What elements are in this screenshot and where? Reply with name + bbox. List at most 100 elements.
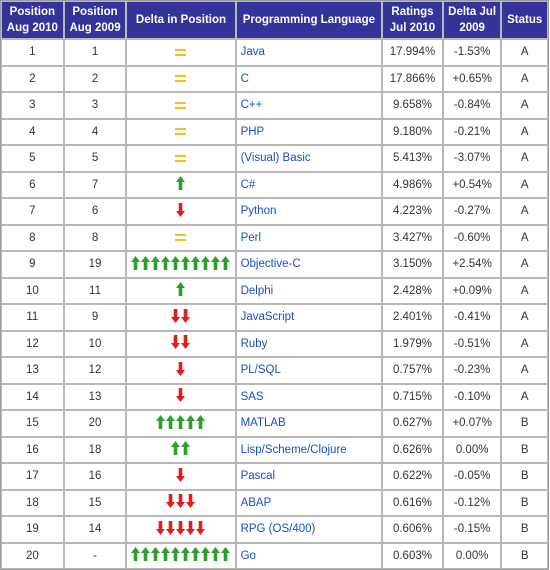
table-row: 11 9 JavaScript 2.401% -0.41% A [1, 304, 548, 331]
arrow-up-icon [131, 255, 141, 270]
status-cell: A [501, 224, 548, 251]
header-delta-position: Delta in Position [126, 1, 236, 39]
position-2010-cell: 7 [1, 198, 64, 225]
position-2009-cell: 4 [63, 118, 127, 145]
delta-position-cell [126, 92, 236, 119]
table-body: 1 1 Java 17.994% -1.53% A 2 2 C 17.866% +0.65% A 3 3 C… [1, 39, 548, 569]
ratings-cell: 0.627% [382, 410, 443, 437]
position-2010-cell: 2 [1, 65, 64, 92]
table-row: 16 18 Lisp/Scheme/Clojure 0.626% 0.00% B [1, 436, 548, 463]
equal-icon [175, 234, 187, 242]
arrow-down-icon [176, 467, 186, 482]
position-2010-cell: 3 [1, 92, 64, 119]
status-cell: A [501, 357, 548, 384]
position-2009-cell: 8 [63, 224, 127, 251]
equal-icon [175, 48, 187, 56]
position-2009-cell: 19 [63, 251, 127, 278]
status-cell: B [501, 542, 548, 569]
trend-indicator [171, 308, 191, 324]
position-2009-cell: 16 [63, 463, 127, 490]
arrow-up-icon [171, 547, 181, 562]
language-cell: JavaScript [235, 304, 383, 331]
status-cell: A [501, 198, 548, 225]
arrow-up-icon [181, 441, 191, 456]
header-delta-rating: Delta Jul 2009 [442, 1, 502, 39]
delta-position-cell [126, 198, 236, 225]
position-2010-cell: 12 [1, 330, 64, 357]
arrow-up-icon [181, 547, 191, 562]
trend-indicator [131, 546, 231, 562]
delta-position-cell [126, 330, 236, 357]
delta-rating-cell: -0.84% [442, 92, 502, 119]
position-2009-cell: 10 [63, 330, 127, 357]
arrow-up-icon [181, 255, 191, 270]
table-row: 2 2 C 17.866% +0.65% A [1, 65, 548, 92]
position-2009-cell: 3 [63, 92, 127, 119]
ratings-cell: 9.180% [382, 118, 443, 145]
status-cell: A [501, 171, 548, 198]
delta-rating-cell: -3.07% [442, 145, 502, 172]
equal-icon [175, 75, 187, 83]
arrow-up-icon [176, 414, 186, 429]
table-row: 17 16 Pascal 0.622% -0.05% B [1, 463, 548, 490]
language-cell: RPG (OS/400) [235, 516, 383, 543]
delta-rating-cell: -0.15% [442, 516, 502, 543]
arrow-down-icon [166, 494, 176, 509]
position-2010-cell: 8 [1, 224, 64, 251]
header-programming-language: Programming Language [235, 1, 383, 39]
status-cell: A [501, 118, 548, 145]
language-cell: Python [235, 198, 383, 225]
delta-rating-cell: -0.05% [442, 463, 502, 490]
arrow-up-icon [201, 547, 211, 562]
trend-indicator [176, 467, 186, 483]
status-cell: A [501, 92, 548, 119]
position-2010-cell: 9 [1, 251, 64, 278]
position-2010-cell: 14 [1, 383, 64, 410]
delta-position-cell [126, 118, 236, 145]
status-cell: A [501, 383, 548, 410]
delta-rating-cell: -0.23% [442, 357, 502, 384]
table-row: 13 12 PL/SQL 0.757% -0.23% A [1, 357, 548, 384]
header-ratings: Ratings Jul 2010 [382, 1, 443, 39]
position-2010-cell: 1 [1, 39, 64, 66]
trend-indicator [176, 202, 186, 218]
delta-rating-cell: +0.09% [442, 277, 502, 304]
trend-indicator [176, 175, 186, 191]
table-row: 4 4 PHP 9.180% -0.21% A [1, 118, 548, 145]
arrow-up-icon [186, 414, 196, 429]
trend-indicator [176, 387, 186, 403]
header-position-2009: Position Aug 2009 [63, 1, 127, 39]
header-status: Status [501, 1, 548, 39]
ratings-cell: 3.150% [382, 251, 443, 278]
trend-indicator [156, 414, 206, 430]
ratings-cell: 17.994% [382, 39, 443, 66]
language-cell: PHP [235, 118, 383, 145]
position-2009-cell: 5 [63, 145, 127, 172]
ratings-cell: 3.427% [382, 224, 443, 251]
ratings-cell: 0.622% [382, 463, 443, 490]
table-row: 18 15 ABAP 0.616% -0.12% B [1, 489, 548, 516]
position-2010-cell: 4 [1, 118, 64, 145]
arrow-down-icon [186, 494, 196, 509]
trend-indicator [166, 493, 196, 509]
delta-position-cell [126, 436, 236, 463]
ratings-cell: 0.603% [382, 542, 443, 569]
table-row: 19 14 RPG (OS/400) 0.606% -0.15% B [1, 516, 548, 543]
arrow-up-icon [176, 176, 186, 191]
delta-rating-cell: -1.53% [442, 39, 502, 66]
language-cell: C [235, 65, 383, 92]
arrow-up-icon [141, 255, 151, 270]
position-2010-cell: 17 [1, 463, 64, 490]
language-cell: SAS [235, 383, 383, 410]
position-2009-cell: 1 [63, 39, 127, 66]
arrow-down-icon [181, 335, 191, 350]
table-row: 8 8 Perl 3.427% -0.60% A [1, 224, 548, 251]
position-2009-cell: 12 [63, 357, 127, 384]
arrow-down-icon [171, 335, 181, 350]
arrow-down-icon [176, 520, 186, 535]
arrow-up-icon [221, 547, 231, 562]
language-cell: (Visual) Basic [235, 145, 383, 172]
status-cell: A [501, 65, 548, 92]
trend-indicator [175, 97, 187, 113]
status-cell: B [501, 463, 548, 490]
